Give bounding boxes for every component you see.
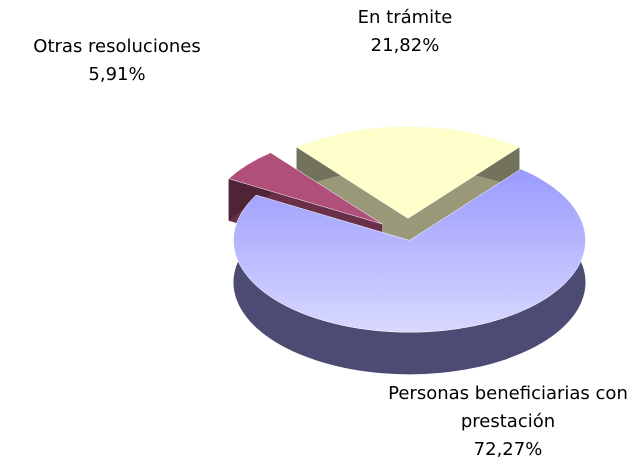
slice [228,152,383,225]
slice [296,126,520,219]
category-label: Personas beneficiarias con prestación [388,383,628,432]
value-label: 5,91% [88,64,146,85]
slice-side [233,169,586,375]
label: Otras resoluciones 5,91% [2,33,232,89]
category-label: En trámite [357,7,453,28]
value-label: 21,82% [370,35,440,56]
label: Personas beneficiarias con prestación 72… [378,380,638,464]
slice [233,168,586,333]
label: En trámite 21,82% [315,4,495,60]
category-label: Otras resoluciones [33,36,201,57]
value-label: 72,27% [473,439,543,460]
